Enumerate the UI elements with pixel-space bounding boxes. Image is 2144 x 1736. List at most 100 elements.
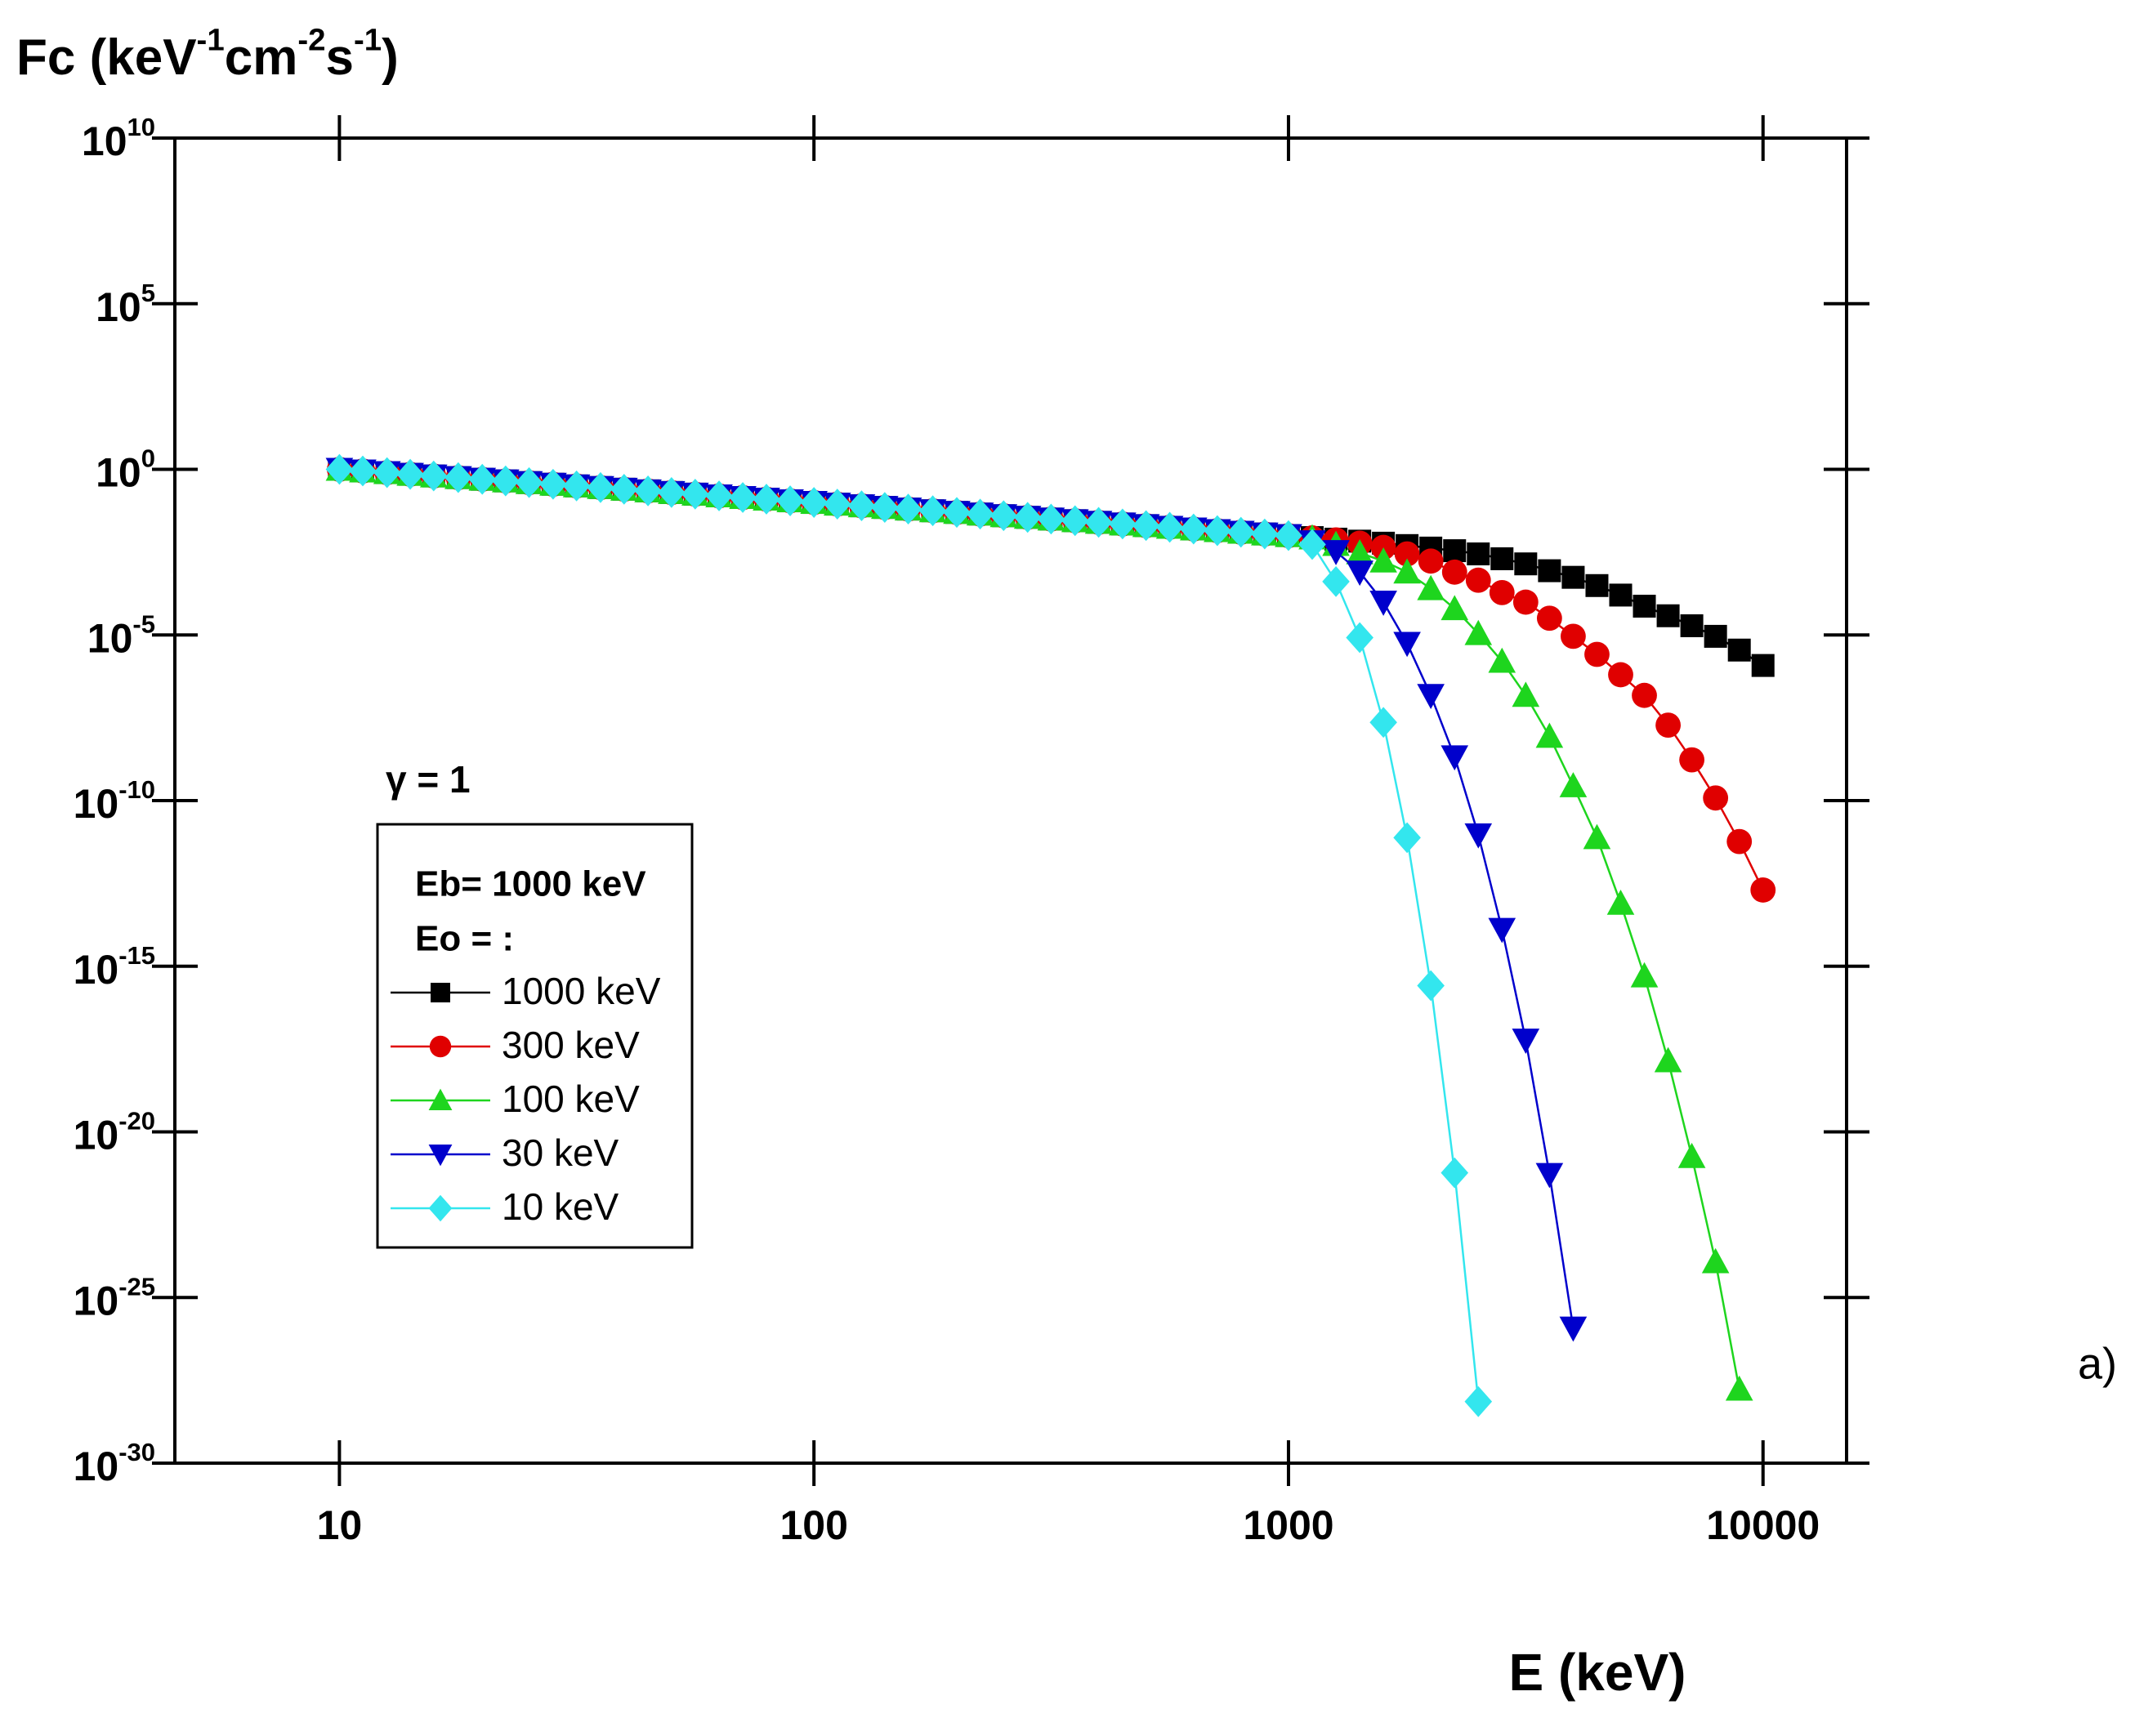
legend-label: 100 keV (502, 1078, 640, 1120)
marker (1037, 503, 1065, 535)
marker (1275, 520, 1302, 551)
marker (1394, 541, 1420, 567)
marker (468, 463, 497, 495)
marker (396, 458, 424, 490)
marker (587, 471, 614, 503)
marker (1346, 622, 1374, 654)
marker (444, 462, 472, 493)
marker (428, 1088, 453, 1110)
marker (1490, 547, 1514, 570)
x-tick-label: 1000 (1243, 1502, 1333, 1548)
marker (1393, 822, 1421, 854)
marker (1393, 631, 1421, 658)
marker (1538, 559, 1561, 582)
marker (1346, 539, 1374, 565)
panel-label: a) (2078, 1339, 2117, 1388)
marker (1727, 638, 1751, 662)
y-tick-label: 10-30​ (74, 1438, 155, 1489)
marker (325, 453, 354, 485)
marker (1512, 589, 1539, 615)
marker (1535, 1163, 1564, 1189)
series-markers (325, 453, 1493, 1417)
marker (1654, 1047, 1682, 1073)
marker (1726, 828, 1753, 855)
marker (918, 495, 947, 527)
marker (871, 492, 899, 524)
marker (1677, 1142, 1706, 1168)
marker (1630, 962, 1659, 988)
marker (1440, 595, 1469, 621)
marker (1013, 502, 1042, 533)
legend-label: 1000 keV (502, 970, 661, 1012)
y-tick-label: 10-10​ (74, 775, 155, 827)
marker (1656, 604, 1680, 627)
marker (1751, 654, 1775, 677)
marker (989, 500, 1018, 532)
marker (823, 489, 851, 520)
marker (1322, 565, 1350, 597)
marker (515, 466, 543, 498)
marker (1606, 890, 1635, 915)
marker (1655, 712, 1681, 738)
marker (1109, 508, 1137, 540)
marker (800, 487, 828, 518)
x-tick-label: 10 (317, 1502, 363, 1548)
legend-box (376, 823, 694, 1249)
marker (1536, 605, 1562, 631)
legend-label: 10 keV (502, 1185, 619, 1228)
marker (1679, 747, 1704, 773)
marker (894, 493, 922, 525)
marker (1465, 567, 1491, 593)
marker (1226, 516, 1255, 548)
marker (1512, 681, 1540, 707)
marker (1132, 510, 1160, 542)
marker (428, 1194, 453, 1222)
y-tick-label: 10-15​ (74, 941, 155, 993)
marker (1441, 559, 1467, 585)
marker (1180, 513, 1208, 545)
marker (1204, 515, 1231, 547)
marker (1561, 565, 1585, 589)
marker (1155, 511, 1184, 543)
marker (539, 468, 567, 500)
marker (1369, 591, 1397, 616)
y-tick-label: 10-5​ (87, 609, 155, 661)
marker (1633, 595, 1656, 618)
marker (1701, 1247, 1730, 1274)
y-tick-label: 1010​ (82, 113, 155, 164)
legend-title: Eo = : (415, 919, 514, 959)
marker (1512, 1029, 1540, 1054)
y-tick-label: 100​ (96, 444, 155, 496)
marker (1417, 684, 1445, 710)
marker (1084, 507, 1113, 538)
x-tick-label: 10000 (1706, 1502, 1820, 1548)
marker (428, 1145, 453, 1167)
marker (1298, 529, 1326, 560)
marker (966, 498, 994, 530)
marker (1608, 662, 1633, 688)
marker (681, 478, 709, 510)
marker (1559, 1316, 1588, 1342)
marker (776, 485, 804, 516)
marker (729, 482, 757, 513)
x-axis-label: E (keV) (1509, 1643, 1686, 1702)
marker (634, 475, 662, 507)
marker (1346, 560, 1374, 587)
marker (431, 983, 450, 1002)
y-axis-label: Fc (keV-1​cm-2​s-1​) (16, 23, 399, 87)
marker (658, 476, 686, 508)
marker (610, 473, 638, 505)
marker (1464, 619, 1493, 645)
marker (1585, 573, 1609, 597)
marker (1440, 1157, 1469, 1189)
y-tick-label: 105​ (96, 279, 155, 330)
marker (1680, 614, 1704, 637)
annotation: γ = 1 (386, 758, 471, 801)
marker (1561, 623, 1586, 649)
legend-label: 300 keV (502, 1024, 640, 1066)
marker (1488, 917, 1516, 944)
marker (1464, 1386, 1493, 1417)
legend-title: Eb= 1000 keV (415, 864, 646, 904)
y-tick-label: 10-25​ (74, 1272, 155, 1323)
